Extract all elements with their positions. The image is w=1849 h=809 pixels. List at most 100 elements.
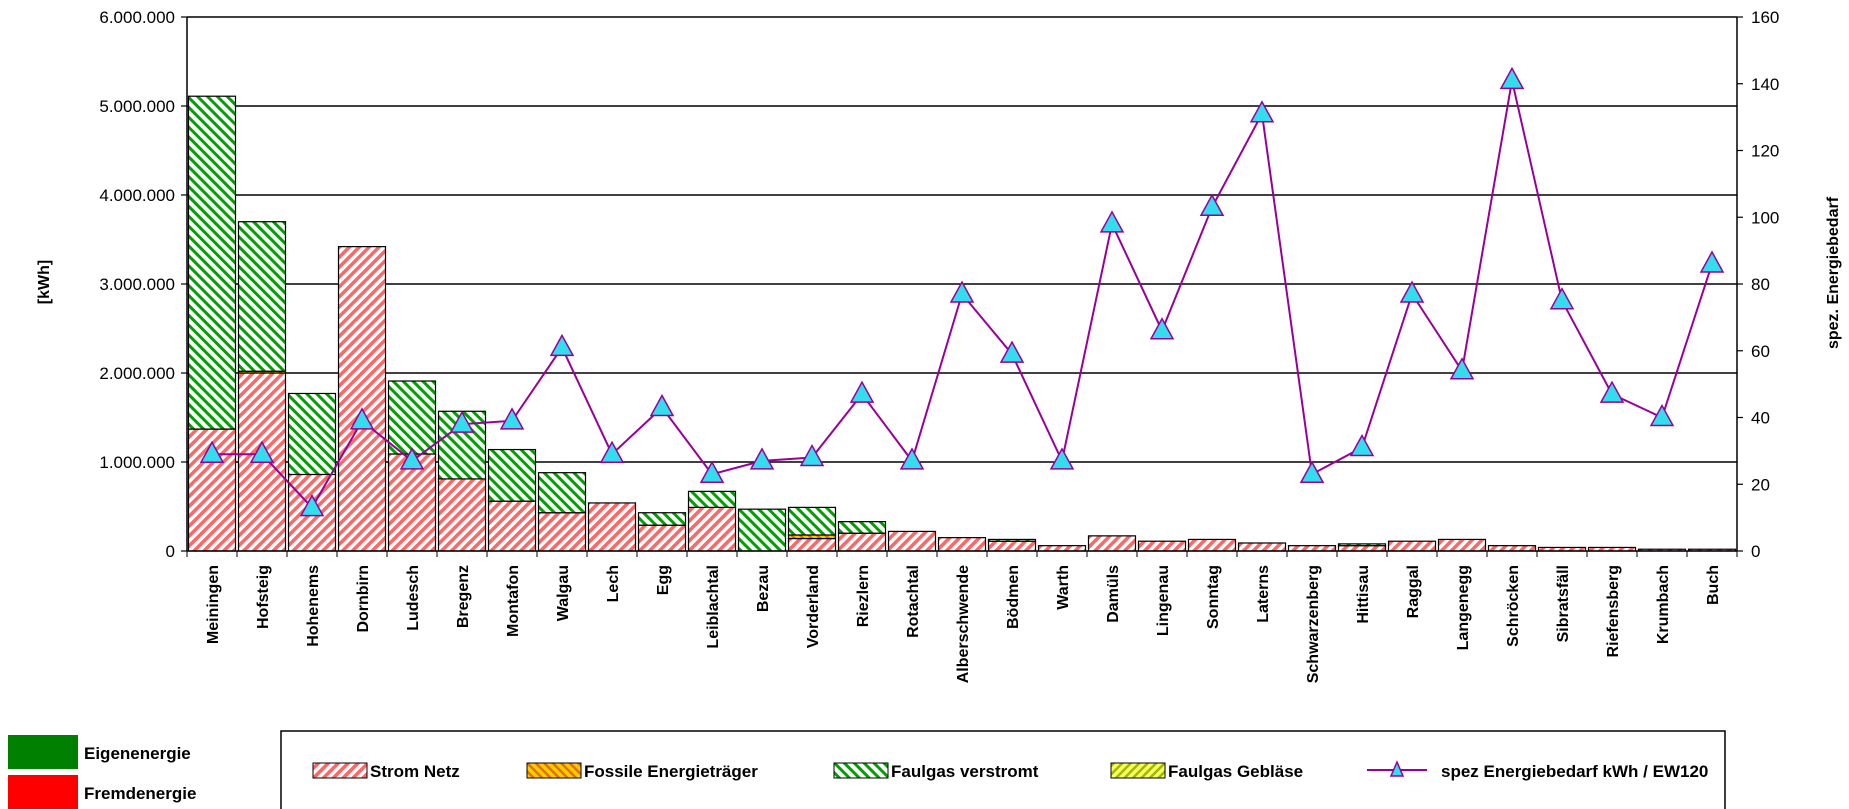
spez-marker	[1049, 447, 1075, 470]
bar-strom-netz	[687, 506, 737, 552]
bar-strom-netz	[1437, 538, 1487, 552]
category-label: Alberschwende	[955, 565, 972, 683]
category-label: Riezlern	[855, 565, 872, 627]
category-label: Ludesch	[405, 565, 422, 631]
legend-label-geblaese: Faulgas Gebläse	[1168, 762, 1303, 781]
spez-marker	[799, 443, 825, 467]
spez-marker	[749, 447, 775, 470]
category-label: Bezau	[755, 565, 772, 612]
category-label: Hittisau	[1355, 565, 1372, 624]
category-label: Lech	[605, 565, 622, 602]
bar-faulgas-verstromt	[237, 221, 287, 372]
category-label: Rotachtal	[905, 565, 922, 638]
category-label: Raggal	[1405, 565, 1422, 618]
axes	[181, 16, 1743, 557]
legend-label-spez: spez Energiebedarf kWh / EW120	[1441, 762, 1708, 781]
spez-marker	[1299, 460, 1325, 483]
bar-strom-netz	[537, 512, 587, 552]
bar-strom-netz	[1387, 540, 1437, 552]
category-label: Laterns	[1255, 565, 1272, 623]
bar-faulgas-verstromt	[537, 472, 587, 514]
legend: Strom Netz Fossile Energieträger Faulgas…	[280, 730, 1726, 809]
bar-strom-netz	[1237, 542, 1287, 552]
spez-marker	[449, 410, 475, 433]
category-label: Egg	[655, 565, 672, 595]
bar-faulgas-verstromt	[637, 512, 687, 526]
bar-strom-netz	[437, 478, 487, 552]
category-label: Bregenz	[455, 565, 472, 628]
fremd-label: Fremdenergie	[84, 784, 197, 803]
bar-strom-netz	[1487, 545, 1537, 552]
spez-marker	[1599, 380, 1625, 403]
bar-strom-netz	[1037, 545, 1087, 552]
spez-marker	[249, 440, 275, 463]
category-label: Schröcken	[1505, 565, 1522, 647]
y-left-tick-label: 6.000.000	[99, 8, 175, 27]
bar-faulgas-verstromt	[737, 508, 787, 552]
y-right-tick-label: 60	[1751, 342, 1770, 361]
spez-line	[199, 66, 1725, 517]
spez-marker	[1399, 280, 1425, 303]
category-label: Meiningen	[205, 565, 222, 644]
category-label: Vorderland	[805, 565, 822, 648]
bars	[187, 95, 1737, 552]
category-label: Schwarzenberg	[1305, 565, 1322, 683]
spez-marker	[1699, 250, 1725, 273]
bar-faulgas-verstromt	[987, 538, 1037, 542]
y-left-tick-label: 4.000.000	[99, 186, 175, 205]
bar-strom-netz	[1137, 540, 1187, 552]
bar-faulgas-verstromt	[387, 380, 437, 455]
category-label: Montafon	[505, 565, 522, 637]
bar-strom-netz	[487, 500, 537, 552]
legend-swatch-fossil	[526, 762, 582, 779]
bar-strom-netz	[1187, 538, 1237, 552]
legend-marker-spez	[1389, 760, 1405, 777]
category-label: Hohenems	[305, 565, 322, 647]
bar-faulgas-verstromt	[487, 448, 537, 502]
spez-marker	[399, 447, 425, 470]
spez-marker	[949, 280, 975, 303]
category-label: Walgau	[555, 565, 572, 621]
spez-marker	[1249, 100, 1275, 123]
category-label: Sibratsfäll	[1555, 565, 1572, 642]
bar-strom-netz	[1287, 545, 1337, 552]
y-left-tick-label: 3.000.000	[99, 275, 175, 294]
eigen-label: Eigenenergie	[84, 744, 191, 763]
bar-faulgas-verstromt	[1337, 543, 1387, 547]
y-right-tick-label: 160	[1751, 8, 1779, 27]
spez-marker	[1149, 317, 1175, 340]
legend-label-faulgas: Faulgas verstromt	[891, 762, 1039, 781]
y-left-tick-label: 2.000.000	[99, 364, 175, 383]
spez-marker	[899, 447, 925, 470]
spez-marker	[1099, 210, 1125, 233]
bar-faulgas-verstromt	[837, 521, 887, 534]
y-right-title: spez. Energiebedarf	[1825, 196, 1842, 349]
y-right-tick-label: 80	[1751, 275, 1770, 294]
category-label: Sonntag	[1205, 565, 1222, 629]
y-left-title: [kWh]	[36, 260, 53, 304]
category-label: Bödmen	[1005, 565, 1022, 629]
spez-marker	[849, 380, 875, 403]
y-left-tick-label: 1.000.000	[99, 453, 175, 472]
spez-marker	[499, 407, 525, 430]
bar-faulgas-verstromt	[287, 392, 337, 476]
y-right-tick-label: 40	[1751, 409, 1770, 428]
category-label: Dornbirn	[355, 565, 372, 633]
fremd-swatch	[8, 775, 78, 809]
spez-marker	[299, 494, 325, 517]
spez-marker	[699, 460, 725, 483]
spez-marker	[1449, 357, 1475, 380]
category-labels: Meiningen Hofsteig Hohenems Dornbirn Ludesch…	[205, 565, 1722, 683]
category-label: Hofsteig	[255, 565, 272, 629]
eigen-swatch	[8, 735, 78, 769]
spez-marker	[1349, 433, 1375, 457]
y-right-tick-label: 140	[1751, 75, 1779, 94]
category-label: Damüls	[1105, 565, 1122, 623]
bar-strom-netz	[337, 246, 387, 552]
spez-marker	[649, 393, 675, 417]
left-tick-labels: 0 1.000.000 2.000.000 3.000.000 4.000.000 5.0…	[99, 8, 175, 561]
y-left-tick-label: 0	[166, 542, 175, 561]
bar-faulgas-verstromt	[187, 95, 237, 430]
bar-strom-netz	[1087, 535, 1137, 552]
